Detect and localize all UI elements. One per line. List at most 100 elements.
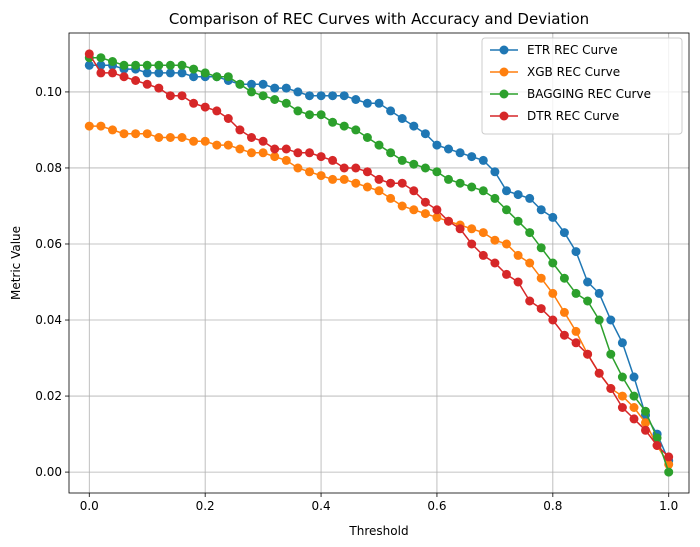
data-point: [247, 148, 256, 158]
data-point: [548, 288, 558, 298]
data-point: [247, 133, 256, 142]
data-point: [606, 349, 616, 359]
data-point: [513, 216, 523, 226]
data-point: [247, 87, 256, 97]
data-point: [397, 155, 407, 165]
y-axis-label: Metric Value: [9, 226, 23, 300]
data-point: [305, 148, 314, 158]
data-point: [374, 98, 384, 108]
data-point: [293, 87, 303, 97]
data-point: [559, 228, 569, 238]
data-point: [281, 155, 291, 165]
data-point: [397, 201, 407, 211]
data-point: [177, 68, 187, 78]
data-point: [629, 414, 639, 424]
data-point: [362, 167, 372, 177]
data-point: [142, 68, 152, 78]
legend: ETR REC Curve XGB REC Curve BAGGING REC Cu…: [481, 37, 683, 135]
x-tick-label: 0.8: [543, 499, 562, 513]
data-point: [108, 57, 117, 66]
data-point: [84, 121, 94, 131]
data-point: [189, 72, 199, 82]
series-layer: [84, 49, 674, 477]
data-point: [525, 296, 535, 306]
data-point: [270, 152, 280, 162]
legend-item: XGB REC Curve: [490, 65, 620, 79]
data-point: [305, 91, 314, 101]
data-point: [490, 235, 500, 245]
data-point: [339, 174, 349, 184]
data-point: [351, 163, 361, 173]
data-point: [420, 209, 430, 219]
series-1: [84, 121, 674, 469]
data-point: [362, 182, 372, 192]
data-point: [316, 152, 326, 162]
y-tick-label: 0.00: [35, 465, 62, 479]
data-point: [409, 159, 419, 169]
data-point: [177, 91, 187, 101]
legend-marker: [499, 45, 509, 55]
data-point: [502, 205, 511, 215]
data-point: [536, 304, 546, 314]
data-point: [281, 144, 291, 154]
data-point: [200, 136, 210, 146]
data-point: [142, 129, 152, 139]
data-point: [525, 228, 535, 238]
data-point: [96, 68, 106, 78]
data-point: [223, 72, 233, 82]
data-point: [594, 315, 604, 325]
data-point: [362, 98, 372, 108]
data-point: [84, 60, 94, 70]
data-point: [478, 155, 488, 165]
data-point: [258, 136, 268, 146]
x-tick-label: 0.4: [312, 499, 331, 513]
series-2: [84, 53, 674, 477]
data-point: [594, 288, 604, 298]
data-point: [559, 307, 569, 317]
data-point: [420, 129, 430, 139]
data-point: [328, 155, 338, 165]
data-point: [502, 239, 511, 249]
plot-frame: [68, 32, 690, 494]
data-point: [131, 129, 141, 139]
data-point: [444, 174, 453, 184]
data-point: [258, 91, 268, 101]
data-point: [328, 91, 338, 101]
data-point: [235, 144, 245, 154]
data-point: [478, 228, 488, 238]
legend-marker: [499, 67, 509, 77]
data-point: [119, 129, 129, 139]
data-point: [513, 250, 523, 260]
data-point: [641, 418, 650, 428]
data-point: [316, 110, 326, 120]
legend-marker: [499, 89, 509, 99]
data-point: [432, 140, 442, 150]
legend-marker: [499, 111, 509, 121]
data-point: [536, 273, 546, 283]
data-point: [548, 212, 558, 222]
data-point: [559, 273, 569, 283]
y-tick-label: 0.04: [35, 313, 62, 327]
data-point: [548, 315, 558, 325]
data-point: [212, 106, 222, 116]
y-tick-label: 0.10: [35, 85, 62, 99]
data-point: [397, 178, 407, 188]
data-point: [328, 117, 338, 127]
data-point: [409, 205, 419, 215]
data-point: [559, 330, 569, 340]
data-point: [444, 144, 453, 154]
data-point: [583, 349, 593, 359]
data-point: [525, 193, 535, 203]
data-point: [409, 121, 419, 131]
data-point: [455, 178, 465, 188]
data-point: [108, 68, 117, 78]
series-3: [84, 49, 674, 462]
data-point: [96, 60, 106, 70]
data-point: [641, 406, 650, 416]
data-point: [270, 83, 280, 93]
data-point: [617, 403, 627, 412]
data-point: [177, 60, 187, 70]
data-point: [235, 79, 245, 89]
data-point: [397, 114, 407, 123]
